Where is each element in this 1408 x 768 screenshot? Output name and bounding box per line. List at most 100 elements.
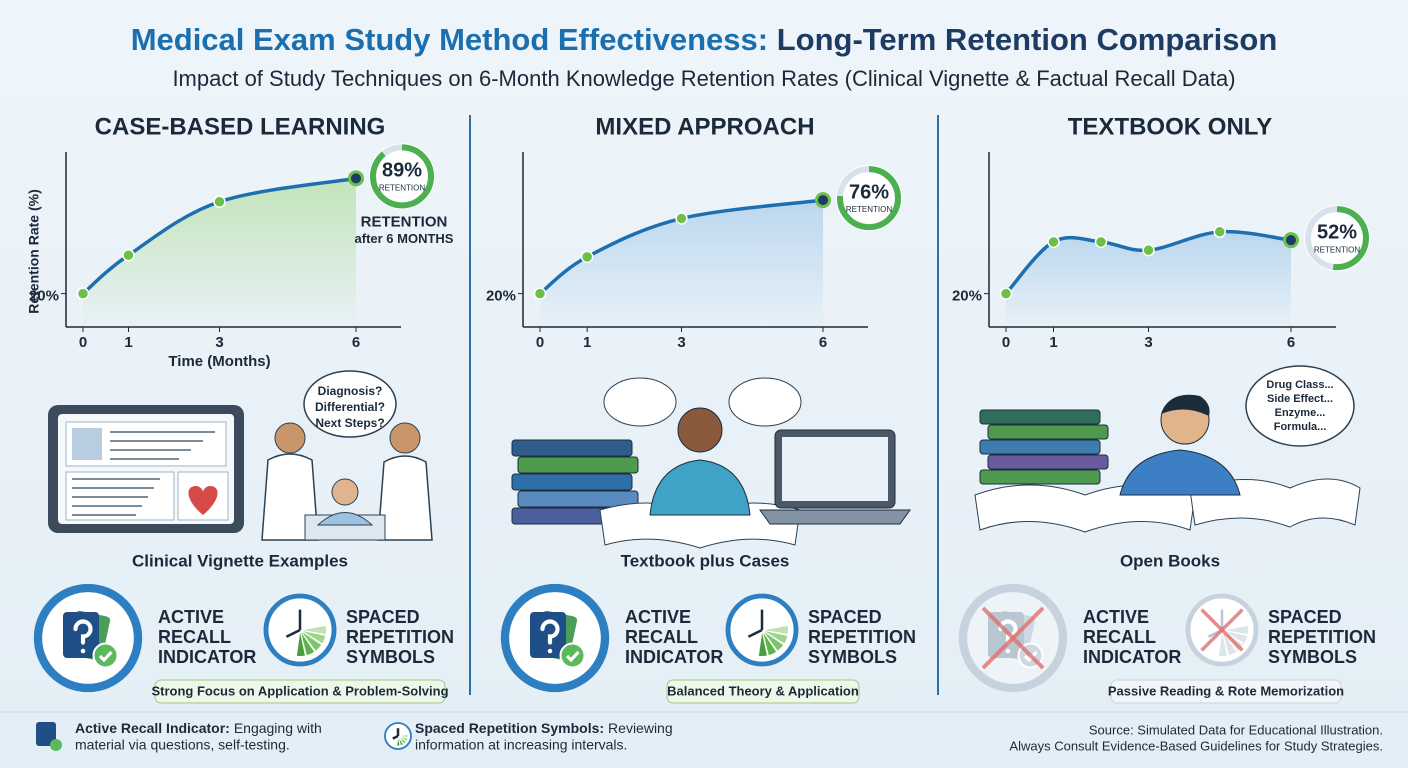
area <box>1006 231 1291 327</box>
cross <box>1200 608 1244 652</box>
icon-label: RECALL <box>158 627 231 647</box>
clock-segment <box>761 629 789 645</box>
point <box>580 250 594 264</box>
book <box>517 490 639 508</box>
line <box>538 198 824 295</box>
caption: Open Books <box>1120 551 1220 570</box>
legend-description: material via questions, self-testing. <box>75 737 290 753</box>
bubble-text: Differential? <box>315 400 385 414</box>
clock-hand <box>392 734 399 740</box>
icon-label: ACTIVE <box>1083 607 1149 627</box>
value-label: 52% <box>1317 221 1357 243</box>
doctor-coat <box>261 453 319 541</box>
x-tick-label: 0 <box>536 334 544 351</box>
icon-label: RECALL <box>1083 627 1156 647</box>
point <box>76 287 90 300</box>
clock-segment <box>299 629 323 653</box>
question-dot <box>1005 648 1011 654</box>
value-label: 76% <box>849 181 889 203</box>
clock-segment <box>299 629 327 645</box>
line <box>1004 229 1292 295</box>
icon-label: INDICATOR <box>158 647 256 667</box>
thought-bubble <box>728 377 802 427</box>
clock-hand <box>285 628 301 638</box>
x-tick-label: 3 <box>677 334 685 351</box>
legend-description: Reviewing <box>608 720 673 736</box>
icon-label: ACTIVE <box>625 607 691 627</box>
area <box>540 200 823 327</box>
clock-segment <box>1217 629 1229 658</box>
badge-label: RETENTION <box>846 205 892 214</box>
icon-label: INDICATOR <box>1083 647 1181 667</box>
book <box>979 409 1101 425</box>
subtitle: Impact of Study Techniques on 6-Month Kn… <box>172 66 1235 91</box>
open-book <box>974 484 1196 533</box>
point <box>213 195 226 208</box>
icon-label: REPETITION <box>346 627 454 647</box>
clock-segment <box>761 629 778 657</box>
x-axis-label: Time (Months) <box>168 353 270 370</box>
icon-label: SYMBOLS <box>1268 647 1357 667</box>
x-tick-label: 0 <box>79 334 87 351</box>
banner-text: Passive Reading & Rote Memorization <box>1108 683 1344 698</box>
badge-arc <box>370 144 434 209</box>
icon-label: SPACED <box>1268 607 1342 627</box>
icon-label: SPACED <box>346 607 420 627</box>
point <box>1142 243 1155 257</box>
title-part: Medical Exam Study Method Effectiveness: <box>131 22 768 57</box>
bubble-text: Formula... <box>1274 421 1327 433</box>
clock-segment <box>1221 624 1250 636</box>
point <box>675 212 688 225</box>
laptop-display <box>782 437 888 501</box>
badge <box>369 143 435 210</box>
clock-segment <box>757 629 769 658</box>
point <box>533 287 547 300</box>
check <box>1023 650 1038 663</box>
banner <box>666 679 860 704</box>
patient-body <box>316 512 374 526</box>
legend-term: Active Recall Indicator: <box>75 720 230 736</box>
x-tick-label: 6 <box>352 334 360 351</box>
badge-label: RETENTION <box>379 183 425 192</box>
banner <box>154 679 446 704</box>
chart-title: MIXED APPROACH <box>595 113 814 140</box>
point <box>348 170 364 187</box>
book <box>979 439 1101 455</box>
value-label: 89% <box>382 160 422 182</box>
icon-label: REPETITION <box>1268 627 1376 647</box>
annotation: after 6 MONTHS <box>355 231 454 246</box>
chart-title: TEXTBOOK ONLY <box>1068 113 1272 140</box>
bubble-text: Drug Class... <box>1266 379 1333 391</box>
clock-segment <box>299 624 328 636</box>
line <box>81 176 357 295</box>
book <box>511 439 633 457</box>
icon-label: RECALL <box>625 627 698 647</box>
legend-text: Active Recall Indicator: Engaging with <box>75 720 322 736</box>
question-dot <box>547 648 553 654</box>
legend-description: Engaging with <box>234 720 322 736</box>
caption: Clinical Vignette Examples <box>132 551 348 570</box>
doctor-coat <box>377 455 433 541</box>
check-badge <box>559 642 586 669</box>
book <box>987 424 1109 440</box>
check-badge <box>92 642 119 669</box>
badge-arc <box>837 166 901 231</box>
legend-term: Spaced Repetition Symbols: <box>415 720 604 736</box>
x-tick-label: 0 <box>1002 334 1010 351</box>
thought-bubble <box>1245 365 1355 447</box>
x-tick-label: 6 <box>819 334 827 351</box>
point <box>999 287 1013 300</box>
clock-segment <box>761 629 785 653</box>
x-tick-label: 1 <box>583 334 591 351</box>
clock-segment <box>761 624 790 636</box>
badge-label: RETENTION <box>1314 245 1360 254</box>
badge <box>1304 205 1370 272</box>
point <box>1283 232 1299 249</box>
heart <box>188 486 218 515</box>
patient-head <box>331 478 359 506</box>
y-tick-label: 20% <box>952 288 982 305</box>
person-head <box>677 407 723 453</box>
x-tick-label: 6 <box>1287 334 1295 351</box>
